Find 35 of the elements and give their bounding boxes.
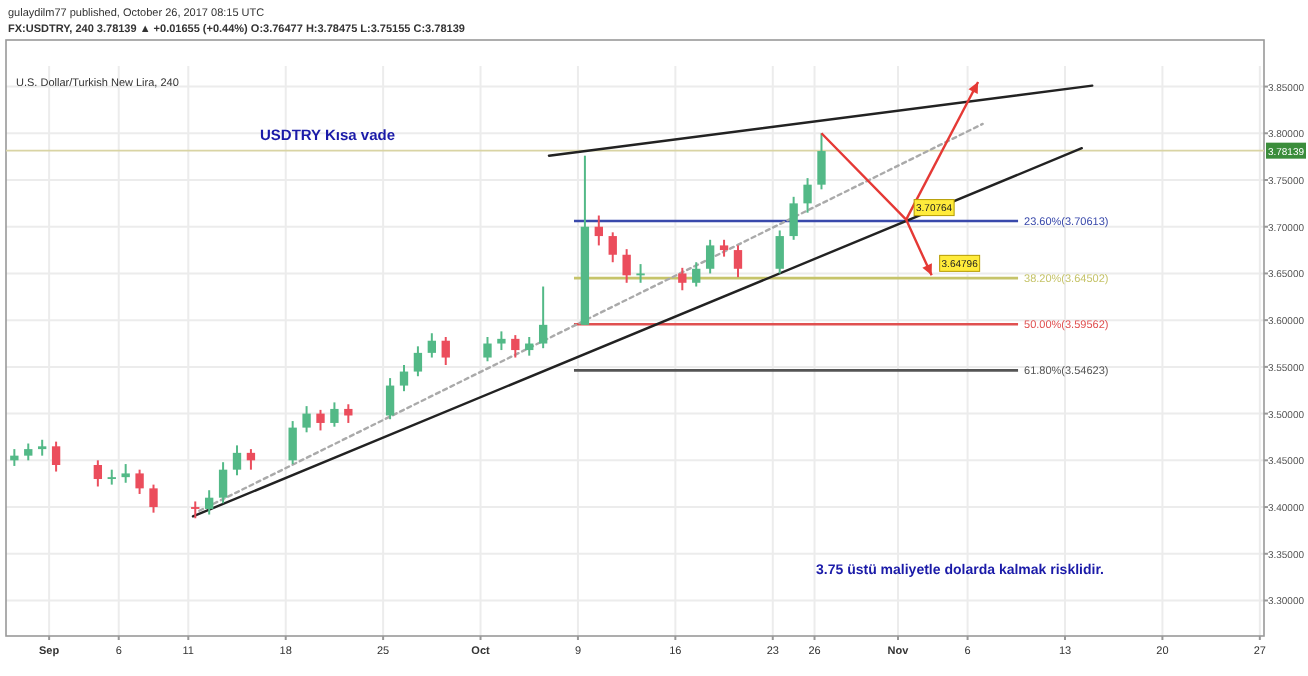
candlestick — [93, 459, 103, 488]
candlestick — [246, 448, 256, 471]
candlestick — [149, 483, 158, 514]
candlestick — [344, 403, 353, 424]
candlestick — [135, 468, 144, 495]
candlestick — [218, 461, 228, 505]
candlestick — [817, 132, 826, 191]
candlestick — [594, 214, 603, 247]
candlestick — [316, 408, 325, 432]
candlestick — [803, 177, 812, 214]
candlestick — [51, 440, 61, 473]
candlestick — [232, 444, 242, 477]
candlestick — [330, 401, 339, 428]
candlestick — [789, 195, 798, 241]
candlestick — [705, 238, 715, 275]
candlestick — [538, 285, 548, 350]
candlestick — [427, 332, 436, 359]
candlestick — [385, 377, 395, 421]
candlestick — [288, 420, 297, 466]
candlestick — [775, 229, 784, 275]
candlestick — [511, 334, 520, 359]
candlestick — [399, 364, 409, 393]
candlestick — [483, 335, 492, 363]
candlestick — [622, 248, 631, 284]
candlestick — [692, 261, 701, 288]
candlestick — [205, 489, 214, 516]
candlestick — [608, 231, 617, 264]
candlestick — [497, 330, 506, 352]
candlestick — [733, 244, 743, 279]
candlestick — [302, 405, 311, 434]
candlestick — [678, 266, 687, 292]
candlestick — [413, 345, 423, 378]
candlestick — [441, 335, 450, 367]
candlestick — [636, 263, 645, 284]
candlestick — [121, 463, 130, 484]
